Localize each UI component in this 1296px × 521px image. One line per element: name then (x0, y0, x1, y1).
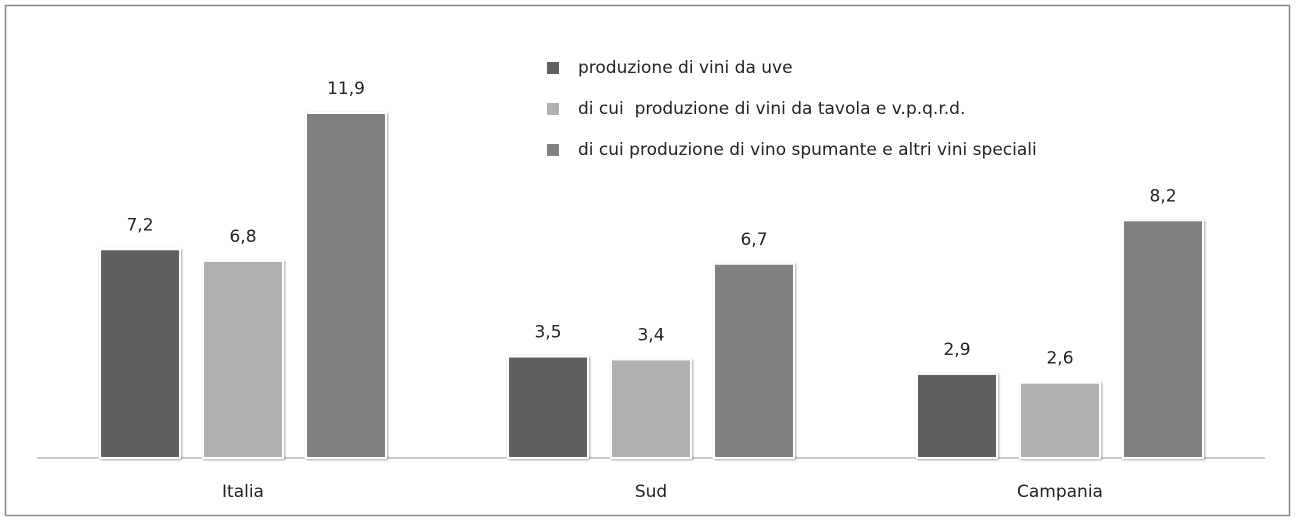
data-label: 2,9 (943, 340, 970, 360)
legend-swatch (547, 103, 559, 115)
bar (507, 355, 589, 460)
x-tick-label: Campania (1017, 482, 1103, 502)
legend-swatch (547, 144, 559, 156)
data-label: 6,7 (740, 230, 767, 250)
bar (99, 248, 181, 459)
x-tick-label: Sud (635, 482, 667, 502)
bar (916, 372, 998, 460)
data-label: 11,9 (327, 79, 365, 99)
legend-swatch (547, 62, 559, 74)
data-label: 3,5 (534, 323, 561, 343)
data-label: 8,2 (1149, 186, 1176, 206)
legend-label: produzione di vini da uve (578, 58, 793, 78)
data-label: 6,8 (229, 227, 256, 247)
legend-label: di cui produzione di vini da tavola e v.… (578, 99, 965, 119)
data-label: 7,2 (126, 215, 153, 235)
bar (1122, 219, 1204, 459)
data-label: 3,4 (637, 325, 664, 345)
bar (610, 358, 692, 459)
bar (1019, 381, 1101, 460)
bar (713, 262, 795, 460)
legend-label: di cui produzione di vino spumante e alt… (578, 140, 1037, 160)
data-label: 2,6 (1046, 349, 1073, 369)
bar (305, 112, 387, 459)
x-tick-label: Italia (222, 482, 264, 502)
bar (202, 259, 284, 459)
